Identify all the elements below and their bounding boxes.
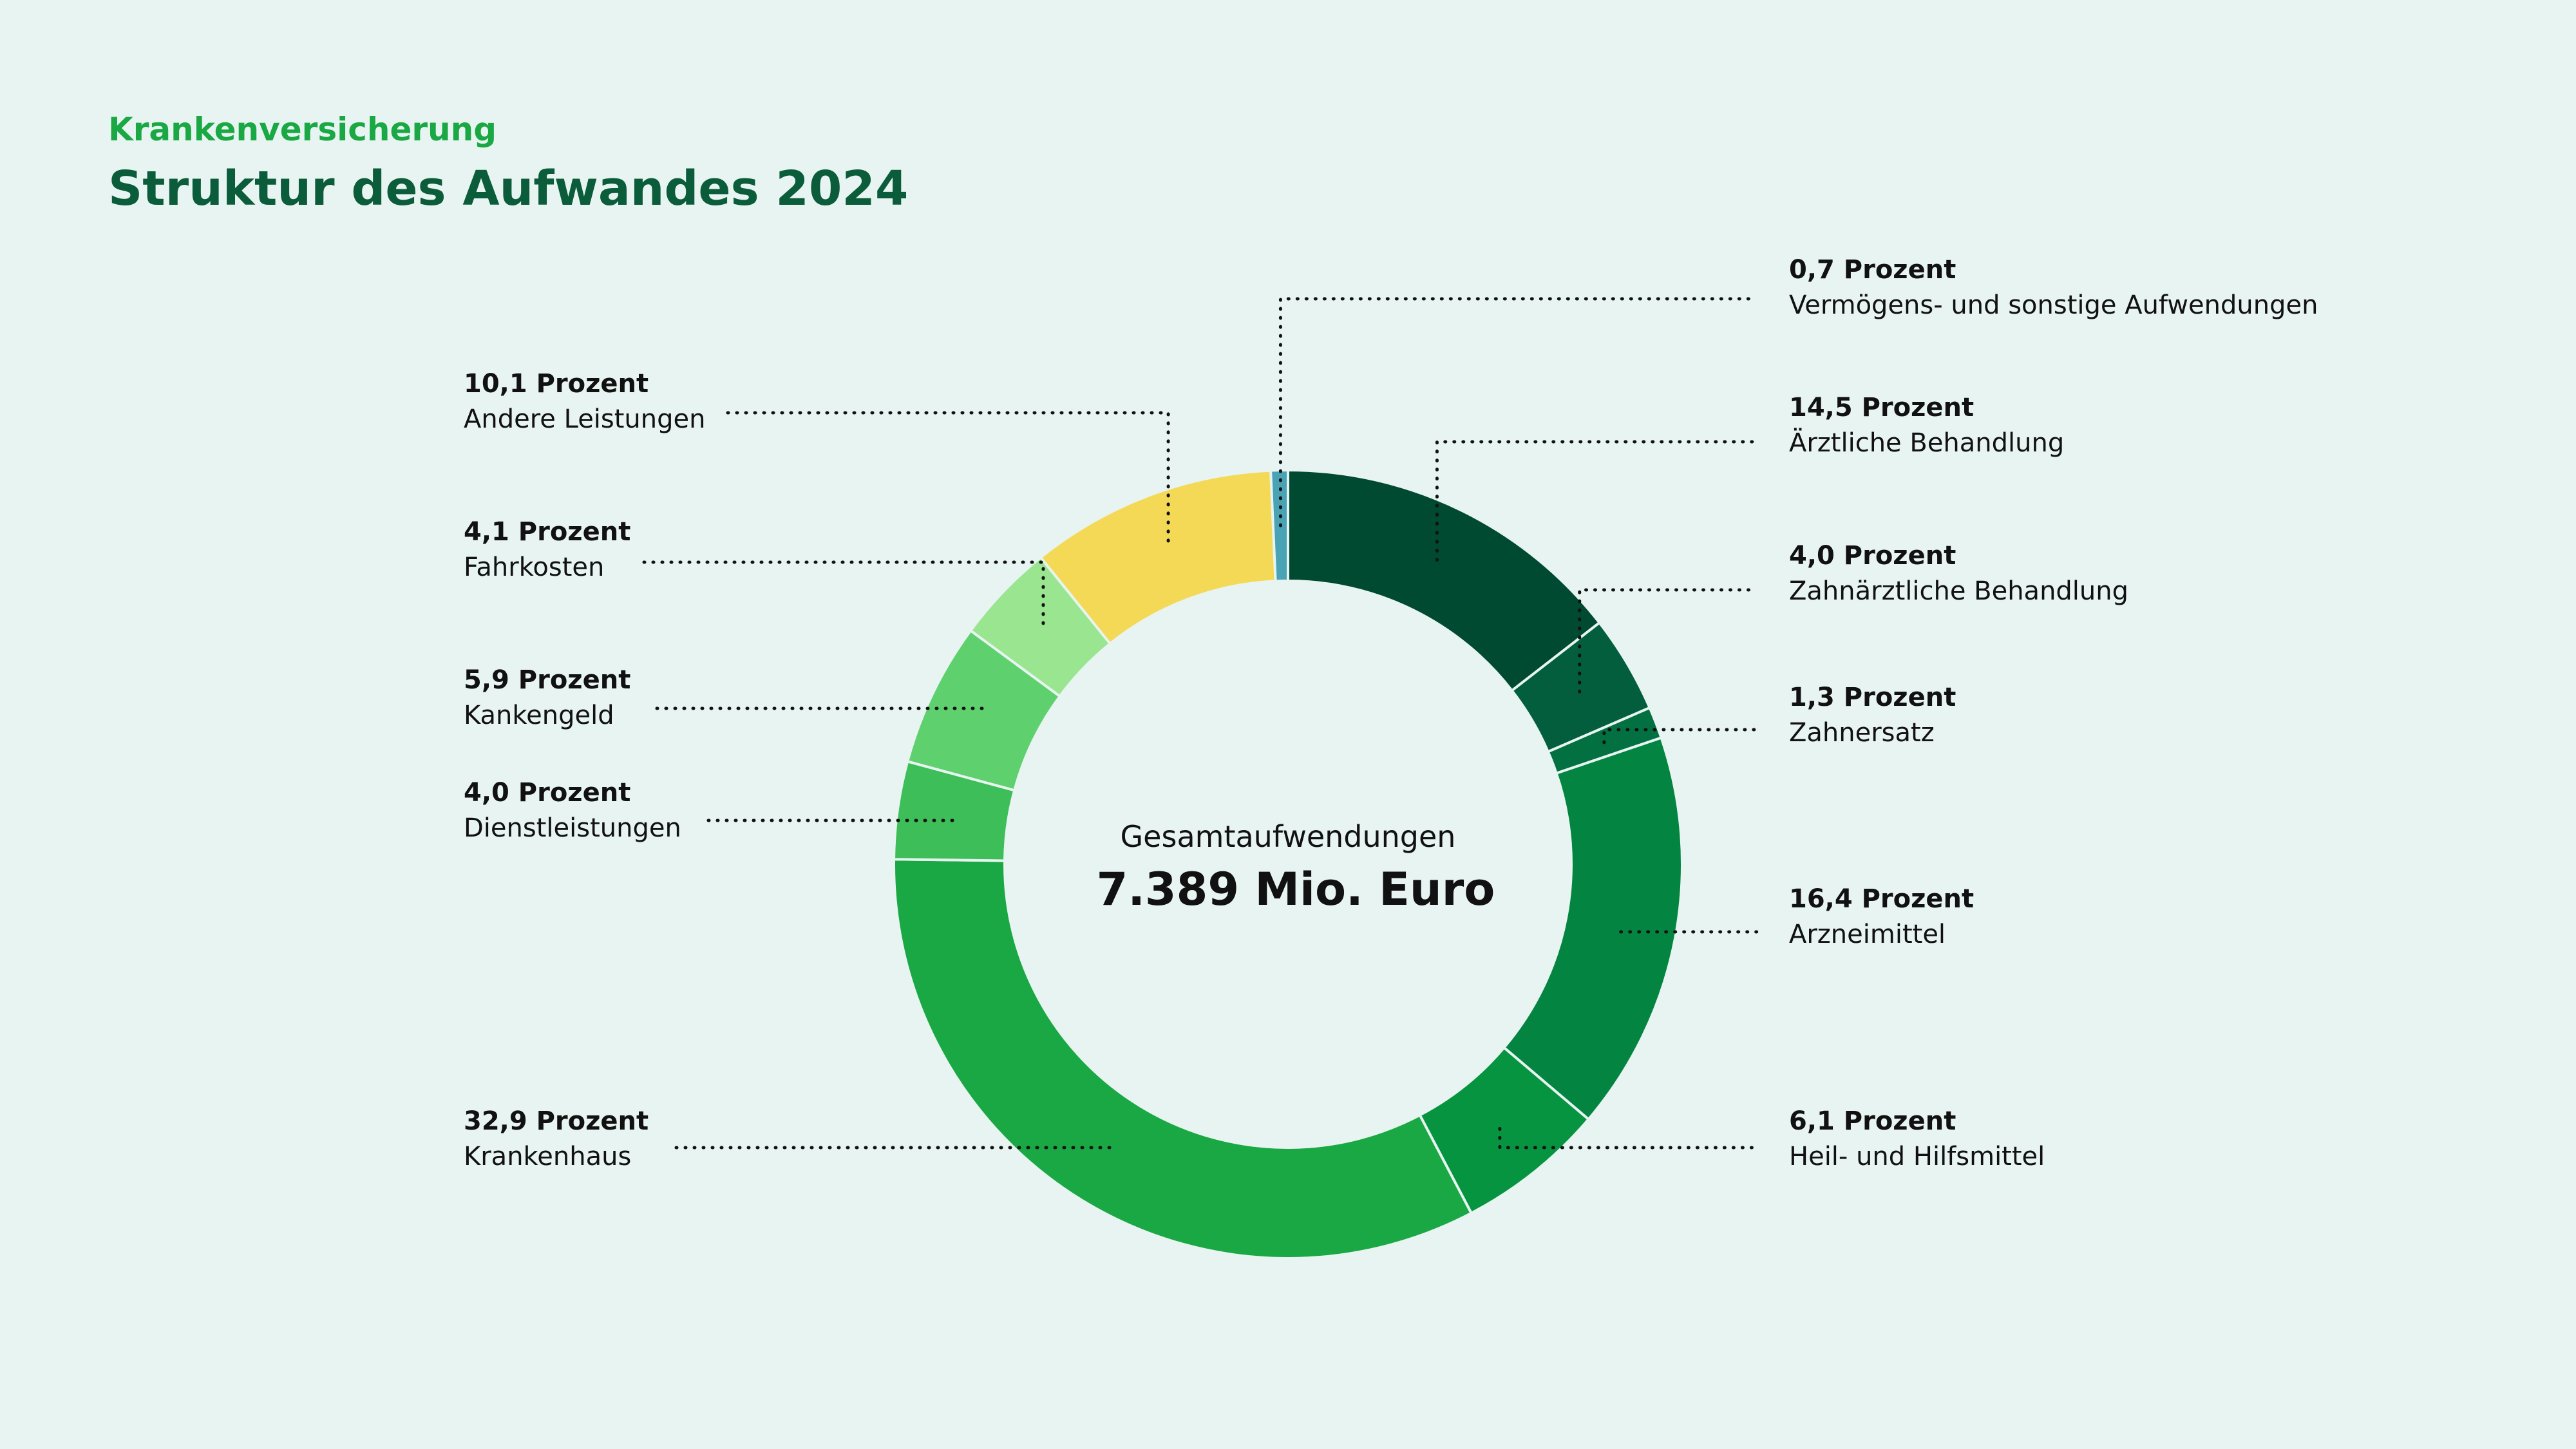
- slice-name-label: Dienstleistungen: [464, 813, 681, 843]
- donut-slice-4: [1502, 736, 1683, 1121]
- slice-name-label: Krankenhaus: [464, 1142, 631, 1171]
- slice-name-label: Vermögens- und sonstige Aufwendungen: [1789, 290, 2318, 320]
- slice-percent-label: 14,5 Prozent: [1789, 393, 1974, 422]
- slice-labels: 14,5 Prozent Ärztliche Behandlung 4,0 Proz…: [464, 255, 2318, 1171]
- donut-slice-6: [893, 858, 1473, 1260]
- slice-name-label: Ärztliche Behandlung: [1789, 427, 2064, 458]
- slice-name-label: Kankengeld: [464, 701, 614, 730]
- leader-line-10: [726, 411, 1170, 549]
- slice-percent-label: 16,4 Prozent: [1789, 884, 1974, 914]
- slice-percent-label: 10,1 Prozent: [464, 369, 649, 399]
- slice-name-label: Fahrkosten: [464, 553, 604, 582]
- slice-percent-label: 1,3 Prozent: [1789, 683, 1956, 712]
- slice-percent-label: 6,1 Prozent: [1789, 1106, 1956, 1136]
- slice-name-label: Andere Leistungen: [464, 404, 706, 434]
- donut-slices: [893, 468, 1683, 1260]
- slice-percent-label: 32,9 Prozent: [464, 1106, 649, 1136]
- leader-line-11: [1278, 297, 1759, 527]
- slice-percent-label: 4,1 Prozent: [464, 517, 630, 547]
- slice-percent-label: 4,0 Prozent: [464, 778, 630, 808]
- leader-line-5: [1498, 1127, 1759, 1150]
- slice-name-label: Arzneimittel: [1789, 920, 1946, 949]
- leader-line-1: [1435, 440, 1759, 562]
- leader-lines: [642, 297, 1759, 1150]
- center-caption: Gesamtaufwendungen: [1121, 819, 1456, 854]
- slice-name-label: Zahnärztliche Behandlung: [1789, 576, 2128, 606]
- slice-percent-label: 5,9 Prozent: [464, 665, 630, 695]
- donut-slice-1: [1287, 468, 1602, 693]
- center-total: 7.389 Mio. Euro: [1097, 863, 1495, 916]
- chart-kicker: Krankenversicherung: [108, 111, 497, 148]
- slice-percent-label: 0,7 Prozent: [1789, 255, 1956, 285]
- slice-percent-label: 4,0 Prozent: [1789, 541, 1956, 571]
- slice-name-label: Zahnersatz: [1789, 718, 1935, 748]
- slice-name-label: Heil- und Hilfsmittel: [1789, 1142, 2045, 1171]
- chart-title: Struktur des Aufwandes 2024: [108, 161, 909, 216]
